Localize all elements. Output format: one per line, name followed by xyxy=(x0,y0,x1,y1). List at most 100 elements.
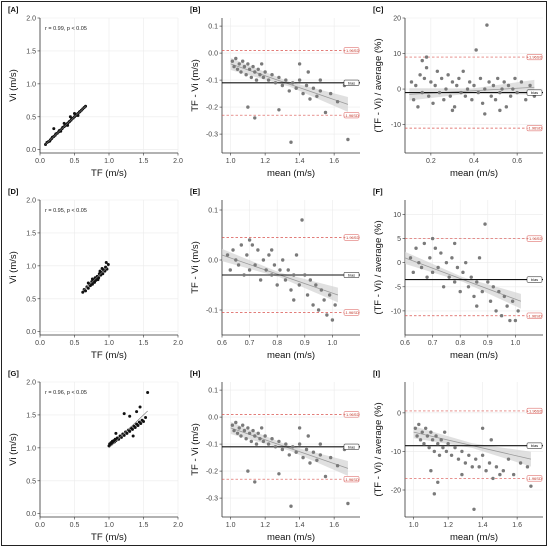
bias-label-box xyxy=(526,89,543,96)
upper-limit-label: +1.96SD xyxy=(344,412,360,417)
y-axis-title: TF - Vi (m/s) xyxy=(190,241,201,294)
x-tick-label: 1.0 xyxy=(226,522,236,529)
data-point xyxy=(519,80,524,84)
y-tick-label: -20 xyxy=(391,488,401,495)
data-point xyxy=(269,273,274,277)
x-tick-label: 1.0 xyxy=(226,158,236,165)
data-point xyxy=(81,290,85,294)
data-point xyxy=(135,410,139,414)
data-point xyxy=(237,426,241,430)
data-point xyxy=(528,83,532,88)
panel-D: [D] 0.0 0.5 1.0 1.5 2.0 0.0 0.5 1.0 1.5 2.0 TF (m/s… xyxy=(8,187,183,361)
data-point xyxy=(291,445,295,449)
data-point xyxy=(84,289,88,293)
y-tick-label: -10 xyxy=(391,308,401,315)
bias-label-box xyxy=(343,443,360,450)
data-point xyxy=(277,75,281,80)
data-point xyxy=(316,308,321,312)
x-tick-label: 0.2 xyxy=(426,158,436,165)
data-point xyxy=(283,278,288,282)
data-point xyxy=(239,434,243,438)
bias-label: bias xyxy=(531,443,538,448)
y-tick-label: 5 xyxy=(397,236,401,243)
data-point xyxy=(488,299,493,303)
y-tick-label: 2.0 xyxy=(26,16,36,23)
y-tick-label: 0 xyxy=(397,410,401,417)
x-tick-label: 2.0 xyxy=(173,522,183,529)
data-point xyxy=(73,111,76,115)
data-point xyxy=(469,275,473,279)
data-point xyxy=(253,70,257,74)
data-point xyxy=(457,76,461,81)
data-point xyxy=(424,66,429,70)
bias-label-box xyxy=(526,442,543,449)
data-point xyxy=(480,289,484,294)
data-point xyxy=(335,100,340,104)
data-point xyxy=(427,445,431,450)
bias-label-box xyxy=(343,79,360,86)
y-axis-title: (TF - Vi) / average (%) xyxy=(373,38,384,132)
data-point xyxy=(303,273,307,277)
data-point xyxy=(435,69,440,73)
y-tick-label: 1.0 xyxy=(26,81,36,88)
data-point xyxy=(259,426,264,430)
confidence-band xyxy=(230,421,348,476)
data-point xyxy=(448,94,452,98)
data-point xyxy=(463,94,468,98)
data-point xyxy=(411,270,415,275)
data-point xyxy=(330,318,335,322)
data-point xyxy=(277,108,281,112)
x-tick-label: 1.0 xyxy=(511,340,521,347)
data-point xyxy=(247,238,252,242)
data-point xyxy=(513,318,518,323)
x-tick-label: 2.0 xyxy=(173,340,183,347)
x-tick-label: 1.2 xyxy=(443,522,453,529)
data-point xyxy=(122,433,126,437)
data-point xyxy=(489,94,493,98)
data-point xyxy=(327,293,332,297)
data-point xyxy=(247,268,252,272)
x-tick-label: 0.6 xyxy=(400,340,410,347)
data-point xyxy=(491,285,496,289)
data-point xyxy=(453,445,457,450)
data-point xyxy=(301,455,305,460)
data-point xyxy=(434,434,438,438)
fit-line xyxy=(108,410,148,449)
data-point xyxy=(475,280,479,284)
data-point xyxy=(436,480,440,484)
x-tick-label: 0.5 xyxy=(70,522,80,529)
data-point xyxy=(455,83,459,88)
data-point xyxy=(263,70,267,74)
data-point xyxy=(419,265,424,270)
confidence-band xyxy=(409,79,535,101)
data-point xyxy=(133,425,137,429)
data-point xyxy=(144,416,148,420)
lower-limit-label: -1.96SD xyxy=(527,126,542,131)
y-tick-label: 0.5 xyxy=(26,114,36,121)
y-tick-label: 0.0 xyxy=(26,329,36,336)
data-point xyxy=(447,275,451,279)
data-point xyxy=(439,251,443,255)
panel-label: [F] xyxy=(373,187,383,196)
data-point xyxy=(318,442,323,446)
x-tick-label: 1.6 xyxy=(512,522,522,529)
y-axis-title: Vi (m/s) xyxy=(8,69,19,102)
x-tick-label: 0.6 xyxy=(512,158,522,165)
data-point xyxy=(494,465,499,469)
x-tick-label: 0.4 xyxy=(469,158,479,165)
data-point xyxy=(246,62,250,66)
upper-limit-label-box xyxy=(526,407,543,414)
data-point xyxy=(480,101,485,105)
bias-label-box xyxy=(343,272,360,278)
data-point xyxy=(506,83,511,88)
data-point xyxy=(241,423,245,427)
data-point xyxy=(297,62,302,66)
data-point xyxy=(246,469,250,473)
data-point xyxy=(422,76,427,81)
data-point xyxy=(86,281,90,285)
data-point xyxy=(452,241,457,246)
data-point xyxy=(277,472,281,476)
data-point xyxy=(501,469,506,473)
x-tick-label: 0.5 xyxy=(70,340,80,347)
data-point xyxy=(306,434,310,438)
